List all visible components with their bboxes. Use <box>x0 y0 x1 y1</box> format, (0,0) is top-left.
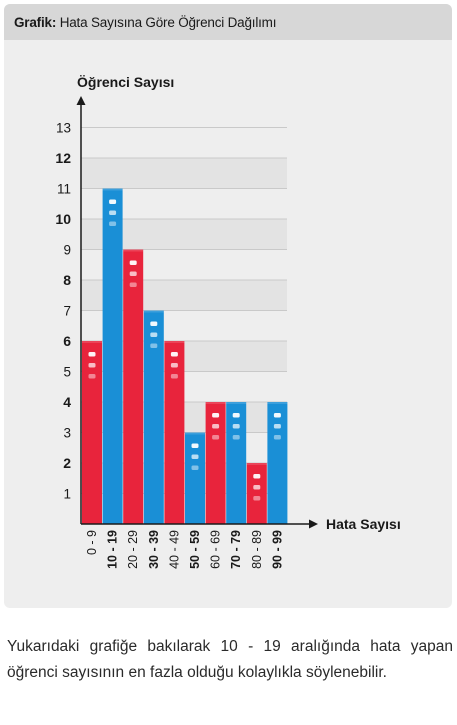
bar-dot <box>191 443 199 448</box>
bar-highlight <box>205 402 226 404</box>
bar-dot <box>150 332 158 337</box>
bar-dot <box>88 374 96 379</box>
bar-dot <box>273 413 281 418</box>
y-tick-label: 6 <box>63 333 71 349</box>
bar-dot <box>129 260 137 265</box>
bar <box>185 432 205 524</box>
y-tick-label: 10 <box>55 211 71 227</box>
chart-title: Grafik: Hata Sayısına Göre Öğrenci Dağıl… <box>14 15 276 31</box>
y-axis-arrow <box>76 96 86 105</box>
x-tick-label: 10 - 19 <box>106 530 120 569</box>
bar-group <box>185 432 205 524</box>
chart-bars <box>82 188 288 524</box>
bar-dot <box>88 363 96 368</box>
bar-highlight <box>267 402 288 404</box>
y-tick-label: 5 <box>63 365 71 380</box>
bar-dot <box>253 474 261 479</box>
bar-dot <box>109 210 117 215</box>
x-tick-label: 50 - 59 <box>188 530 202 569</box>
bar-group <box>143 310 164 524</box>
bar <box>82 341 102 524</box>
chart-header: Grafik: Hata Sayısına Göre Öğrenci Dağıl… <box>4 4 452 40</box>
bar-dot <box>253 496 261 501</box>
caption-text: Yukarıdaki grafiğe bakılarak 10 - 19 ara… <box>7 638 453 681</box>
bar-group <box>82 341 102 524</box>
x-tick-label: 60 - 69 <box>209 530 223 569</box>
y-tick-label: 7 <box>63 304 71 319</box>
bar <box>143 310 164 524</box>
y-tick-label: 1 <box>63 487 71 502</box>
bar-dot <box>191 454 199 459</box>
bar-group <box>226 402 247 524</box>
bar <box>205 402 226 524</box>
bar-dot <box>170 363 178 368</box>
bar-highlight <box>226 402 247 404</box>
y-tick-label: 8 <box>63 272 71 288</box>
bar-highlight <box>185 432 205 435</box>
bar-highlight <box>123 249 144 252</box>
bar-dot <box>109 221 117 226</box>
bar-dot <box>170 352 178 357</box>
bar <box>123 249 144 524</box>
bar-group <box>205 402 226 524</box>
x-tick-label: 40 - 49 <box>167 530 181 569</box>
bar-dot <box>212 413 220 418</box>
x-tick-label: 80 - 89 <box>250 530 264 569</box>
bar-highlight <box>143 310 164 313</box>
bar-highlight <box>82 341 102 343</box>
y-tick-label: 2 <box>63 455 71 471</box>
bar-dot <box>191 465 199 470</box>
bar-dot <box>109 199 117 204</box>
x-tick-label: 90 - 99 <box>270 530 284 569</box>
bar <box>267 402 288 524</box>
bar-group <box>102 188 123 524</box>
bar-dot <box>129 282 137 287</box>
bar-dot <box>232 435 240 440</box>
bar <box>102 188 123 524</box>
x-tick-label: 70 - 79 <box>229 530 243 569</box>
y-tick-label: 11 <box>57 182 71 197</box>
x-tick-label: 30 - 39 <box>147 530 161 569</box>
y-tick-label: 3 <box>63 426 71 441</box>
x-tick-label: 20 - 29 <box>126 530 140 569</box>
chart-axes <box>76 96 318 529</box>
bar-dot <box>232 424 240 429</box>
x-axis-arrow <box>309 519 318 529</box>
x-axis-label: Hata Sayısı <box>326 516 401 532</box>
chart-title-label: Grafik: <box>14 15 57 30</box>
bar-group <box>267 402 288 524</box>
bar-highlight <box>164 341 185 343</box>
bar-dot <box>212 424 220 429</box>
bar-dot <box>273 424 281 429</box>
bar-dot <box>170 374 178 379</box>
bar-group <box>123 249 144 524</box>
bar <box>246 463 267 524</box>
y-tick-label: 9 <box>63 243 71 258</box>
bar-highlight <box>102 188 123 191</box>
bar <box>226 402 247 524</box>
chart-band <box>81 158 287 189</box>
bar-highlight <box>246 463 267 465</box>
bar-dot <box>150 343 158 348</box>
bar-group <box>246 463 267 524</box>
y-tick-label: 13 <box>56 121 71 136</box>
x-tick-label: 0 - 9 <box>85 530 99 555</box>
bar-dot <box>150 321 158 326</box>
bar-dot <box>253 485 261 490</box>
bar-dot <box>232 413 240 418</box>
chart-title-text: Hata Sayısına Göre Öğrenci Dağılımı <box>59 15 277 30</box>
bar-group <box>164 341 185 524</box>
x-tick-labels: 0 - 9 10 - 19 20 - 29 30 - 39 40 - 49 50 - 59… <box>85 530 284 569</box>
bar <box>164 341 185 524</box>
bar-dot <box>212 435 220 440</box>
y-tick-label: 4 <box>63 394 71 410</box>
y-axis-label: Öğrenci Sayısı <box>77 74 174 90</box>
y-tick-label: 12 <box>55 150 71 166</box>
bar-dot <box>88 352 96 357</box>
bar-dot <box>273 435 281 440</box>
bar-dot <box>129 271 137 276</box>
